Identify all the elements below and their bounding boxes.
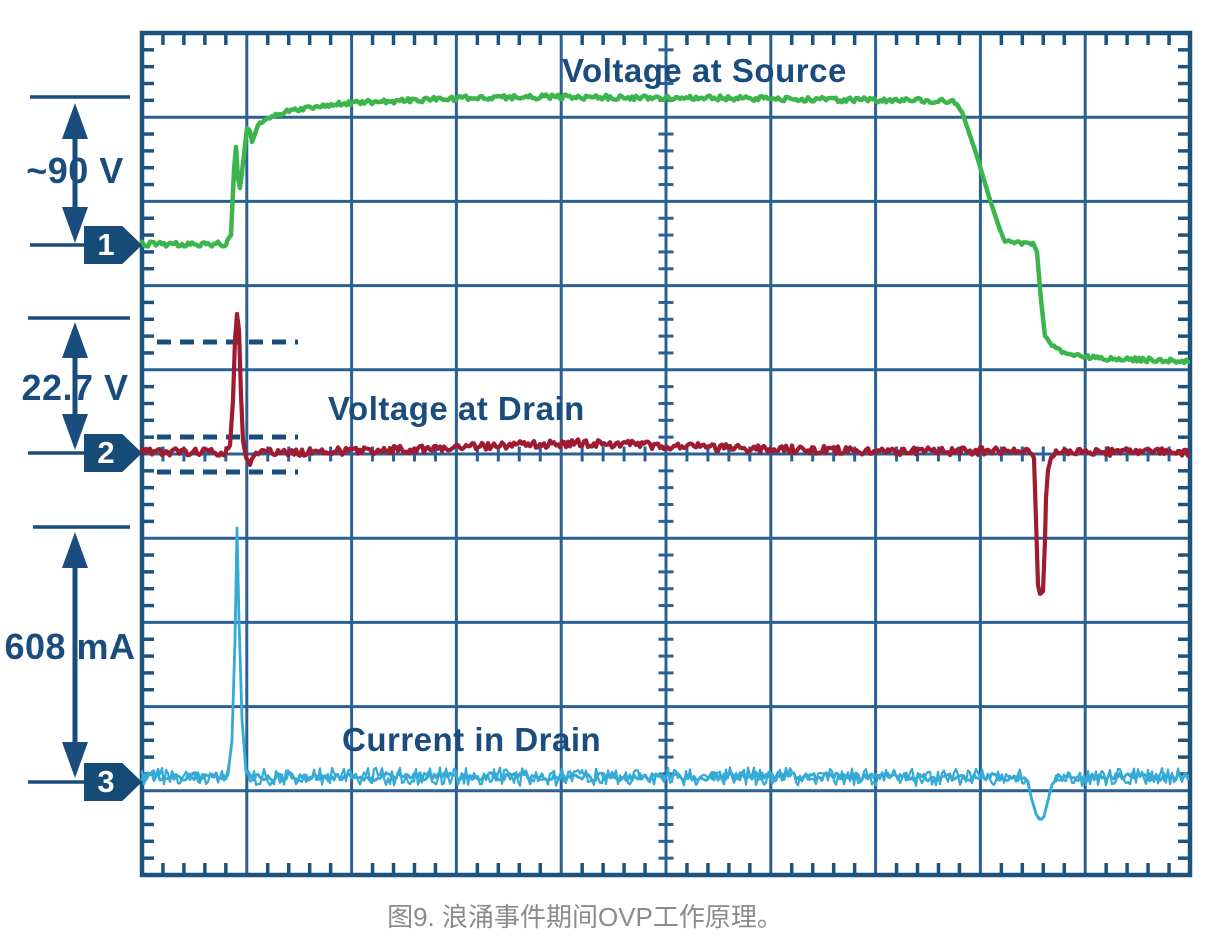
- measurement-arrowhead-down-icon: [62, 742, 88, 778]
- waveform-trace-channel-2: [139, 311, 1191, 596]
- measurement-arrowhead-down-icon: [62, 414, 88, 450]
- trace-label-voltage-at-source: Voltage at Source: [562, 52, 847, 89]
- measurement-label-drain-current-peak: 608 mA: [4, 626, 136, 667]
- figure-caption: 图9. 浪涌事件期间OVP工作原理。: [387, 902, 783, 932]
- measurement-label-source-step: ~90 V: [26, 150, 124, 191]
- waveform-trace-channel-1: [139, 92, 1191, 366]
- waveform-trace-channel-3: [140, 526, 1190, 821]
- plot-border: [139, 30, 1193, 878]
- measurement-arrowhead-up-icon: [62, 103, 88, 139]
- trace-label-current-in-drain: Current in Drain: [342, 721, 602, 758]
- measurement-label-drain-clamp: 22.7 V: [21, 367, 129, 408]
- measurement-arrowhead-down-icon: [62, 207, 88, 243]
- measurement-arrowhead-up-icon: [62, 322, 88, 358]
- measurement-arrowhead-up-icon: [62, 532, 88, 568]
- trace-label-voltage-at-drain: Voltage at Drain: [328, 390, 585, 427]
